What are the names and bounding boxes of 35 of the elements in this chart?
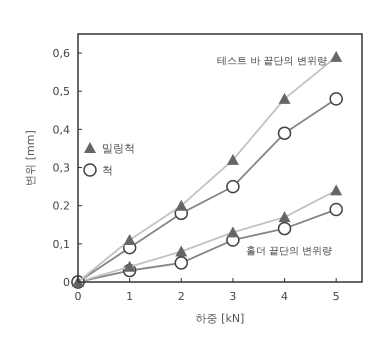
point xyxy=(278,92,291,104)
y-tick-label: 0,4 xyxy=(52,123,70,136)
y-tick-label: 0.2 xyxy=(52,200,70,213)
y-axis-title: 변위 [mm] xyxy=(24,130,37,186)
point xyxy=(278,222,292,236)
y-tick-label: 0 xyxy=(63,276,70,289)
point xyxy=(226,226,239,238)
point xyxy=(175,245,188,256)
point xyxy=(330,50,342,62)
x-axis-title: 하중 [kN] xyxy=(196,312,244,325)
legend-label: 척 xyxy=(102,164,113,177)
x-tick-label: 1 xyxy=(126,290,134,303)
y-tick-label: 0,5 xyxy=(52,85,70,98)
point xyxy=(226,180,240,194)
y-tick-label: 0,3 xyxy=(52,162,70,175)
point xyxy=(330,184,342,196)
annotation: 홀더 끝단의 변위량 xyxy=(246,246,332,257)
point xyxy=(124,234,136,246)
y-tick-label: 0,1 xyxy=(52,238,70,251)
point xyxy=(226,154,239,165)
annotation: 테스트 바 끝단의 변위량 xyxy=(217,56,327,67)
legend-label: 밀링척 xyxy=(102,142,135,155)
x-tick-label: 4 xyxy=(281,290,288,303)
point xyxy=(278,126,292,140)
point xyxy=(124,260,136,272)
point xyxy=(175,200,188,211)
x-tick-label: 5 xyxy=(332,290,340,303)
point xyxy=(329,202,343,216)
x-tick-label: 3 xyxy=(229,290,236,303)
x-tick-label: 0 xyxy=(74,290,82,303)
point xyxy=(278,211,291,222)
y-tick-label: 0,6 xyxy=(52,47,70,60)
point xyxy=(174,256,188,270)
x-tick-label: 2 xyxy=(178,290,185,303)
point xyxy=(329,92,343,106)
